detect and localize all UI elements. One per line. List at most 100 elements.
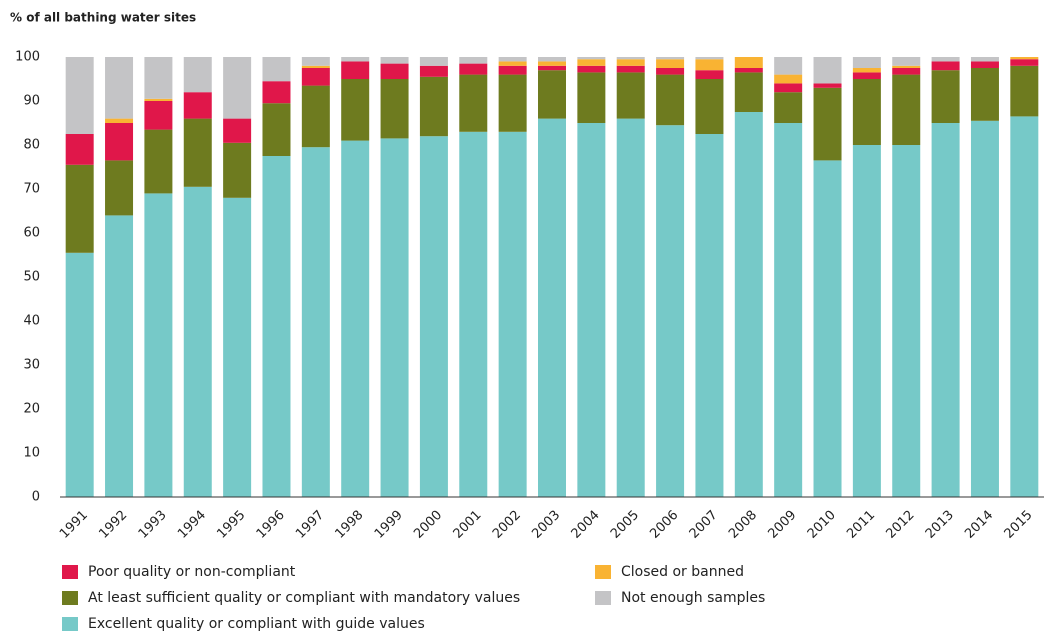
x-tick-label: 2000 [411,508,445,542]
y-tick-label: 20 [23,402,40,417]
bar-segment [380,57,409,64]
x-tick-label: 1992 [96,508,130,542]
bar-segment [1010,57,1039,60]
y-tick-label: 100 [15,50,40,65]
x-tick-label: 1993 [136,508,170,542]
bar-segment [892,65,921,68]
bar-segment [301,57,330,66]
legend-label: At least sufficient quality or compliant… [88,590,520,606]
bar-segment [183,186,212,498]
y-tick-label: 30 [23,358,40,373]
bar-segment [301,68,330,86]
bar-segment [538,70,566,119]
bar-segment [734,57,763,68]
bar-segment [970,68,999,121]
bar-segment [183,92,212,119]
bar-segment [498,65,527,75]
bar-segment [813,57,842,84]
bar-segment [695,79,724,134]
bar-segment [616,57,645,60]
legend-swatch [62,617,78,631]
x-tick-label: 2012 [884,508,918,542]
bar-segment [380,138,409,497]
bar-segment [892,74,921,145]
bar-segment [774,74,803,84]
bar-segment [105,57,134,119]
bar-segment [144,129,173,194]
x-tick-label: 1995 [214,508,248,542]
bar-segment [577,123,606,497]
x-tick-label: 2005 [608,508,642,542]
bar-segment [105,160,134,216]
x-tick-label: 2006 [647,508,681,542]
bar-segment [656,57,685,60]
bar-segment [262,156,291,497]
bar-segment [301,147,330,497]
bar-segment [262,103,291,156]
bar-segment [144,57,173,99]
x-tick-label: 2015 [1002,508,1036,542]
bar-segment [970,61,999,68]
bar-segment [852,57,881,68]
bar-segment [223,57,252,119]
legend-swatch [62,591,78,605]
bar-segment [577,59,606,66]
bar-segment [419,136,448,497]
bar-segment [695,59,724,71]
x-tick-label: 1994 [175,508,209,542]
bar-segment [931,61,960,71]
legend-swatch [595,565,611,579]
bar-segment [183,57,212,93]
bar-segment [301,85,330,148]
legend-swatch [62,565,78,579]
bar-segment [616,72,645,119]
y-tick-label: 0 [32,490,40,505]
bar-segment [970,120,999,498]
bar-segment [419,76,448,137]
bar-segment [734,72,763,112]
bar-segment [1010,116,1039,498]
bar-segment [419,57,448,66]
bar-segment [892,145,921,497]
bar-segment [616,59,645,66]
bar-segment [223,118,252,143]
bar-segment [538,118,566,497]
bar-segment [892,57,921,66]
bar-segment [734,112,763,497]
bar-segment [341,79,370,141]
bar-segment [144,101,173,130]
bar-segment [65,164,94,253]
bar-segment [341,140,370,497]
legend-swatch [595,591,611,605]
bar-segment [695,134,724,497]
bar-segment [459,74,488,132]
bar-segment [498,57,527,62]
bar-segment [380,79,409,139]
bar-segment [931,57,960,62]
bar-segment [695,57,724,60]
bar-segment [656,68,685,75]
bar-segment [380,63,409,79]
bar-segment [852,79,881,145]
bar-segment [774,83,803,93]
y-tick-label: 80 [23,138,40,153]
legend-label: Not enough samples [621,590,765,606]
bar-segment [459,131,488,498]
x-tick-label: 2011 [844,508,878,542]
y-tick-label: 90 [23,94,40,109]
bar-segment [498,131,527,498]
bar-segment [419,65,448,77]
x-tick-label: 2013 [923,508,957,542]
bar-segment [223,197,252,498]
bar-segment [301,65,330,68]
bar-segment [656,74,685,126]
bar-segment [656,125,685,497]
x-tick-label: 2002 [490,508,524,542]
x-tick-label: 1997 [293,508,327,542]
bar-segment [931,123,960,497]
x-tick-label: 1991 [57,508,91,542]
bar-segment [459,63,488,75]
bar-segment [538,57,566,62]
bar-segment [852,145,881,497]
